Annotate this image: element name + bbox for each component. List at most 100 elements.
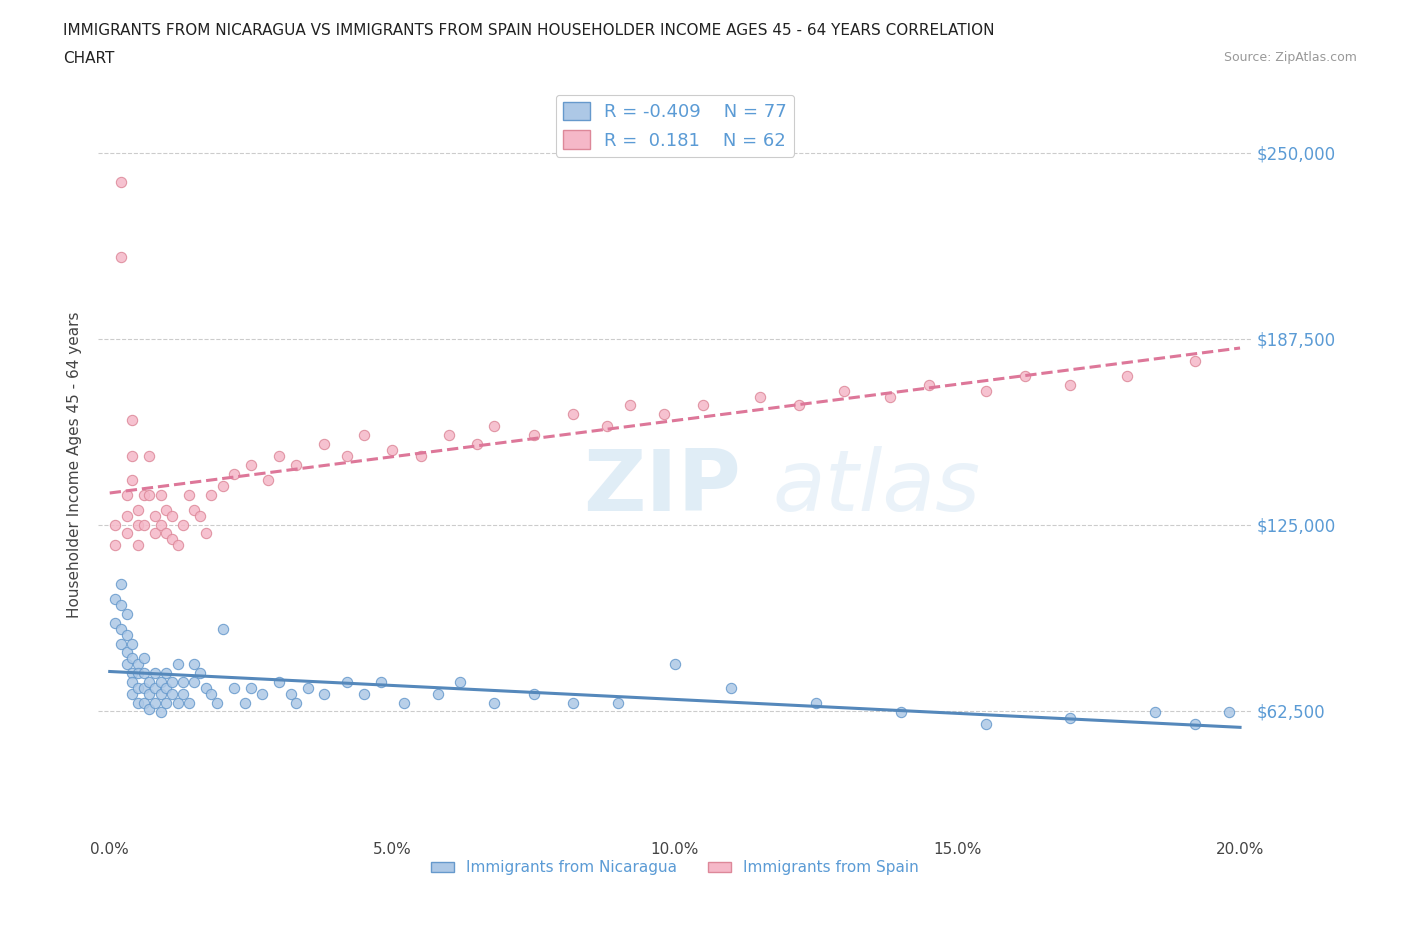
Point xyxy=(115,606,138,621)
Point xyxy=(482,696,505,711)
Point xyxy=(115,645,138,660)
Point xyxy=(1014,368,1036,383)
Point xyxy=(115,508,138,523)
Point xyxy=(918,378,941,392)
Point xyxy=(879,389,901,404)
Point xyxy=(1184,353,1206,368)
Point xyxy=(188,508,211,523)
Point xyxy=(449,675,471,690)
Point xyxy=(269,675,291,690)
Point xyxy=(127,696,149,711)
Point xyxy=(149,487,172,502)
Point xyxy=(200,487,222,502)
Point xyxy=(804,696,827,711)
Point xyxy=(200,686,222,701)
Point xyxy=(166,696,188,711)
Point xyxy=(143,681,166,696)
Point xyxy=(596,418,619,433)
Point xyxy=(381,443,404,458)
Point xyxy=(127,502,149,517)
Point xyxy=(280,686,302,701)
Point xyxy=(132,487,155,502)
Point xyxy=(183,502,205,517)
Point xyxy=(155,502,177,517)
Legend: Immigrants from Nicaragua, Immigrants from Spain: Immigrants from Nicaragua, Immigrants fr… xyxy=(425,855,925,882)
Point xyxy=(104,517,127,532)
Point xyxy=(257,472,280,487)
Point xyxy=(132,666,155,681)
Point xyxy=(155,696,177,711)
Point xyxy=(143,666,166,681)
Point xyxy=(222,467,245,482)
Point xyxy=(127,666,149,681)
Point xyxy=(149,675,172,690)
Point xyxy=(314,686,336,701)
Point xyxy=(121,686,143,701)
Point xyxy=(110,249,132,264)
Point xyxy=(211,621,233,636)
Point xyxy=(523,686,546,701)
Point xyxy=(240,458,263,472)
Point xyxy=(104,538,127,552)
Point xyxy=(121,448,143,463)
Point xyxy=(465,437,488,452)
Point xyxy=(269,448,291,463)
Point xyxy=(426,686,449,701)
Point xyxy=(890,705,912,720)
Point xyxy=(183,657,205,671)
Point xyxy=(194,526,217,541)
Point xyxy=(974,383,997,398)
Point xyxy=(138,448,160,463)
Point xyxy=(482,418,505,433)
Point xyxy=(138,701,160,716)
Point xyxy=(121,472,143,487)
Text: CHART: CHART xyxy=(63,51,115,66)
Point xyxy=(155,681,177,696)
Point xyxy=(155,666,177,681)
Point xyxy=(115,627,138,642)
Point xyxy=(240,681,263,696)
Point xyxy=(127,681,149,696)
Point xyxy=(297,681,319,696)
Point xyxy=(166,538,188,552)
Point xyxy=(607,696,630,711)
Point xyxy=(138,675,160,690)
Text: IMMIGRANTS FROM NICARAGUA VS IMMIGRANTS FROM SPAIN HOUSEHOLDER INCOME AGES 45 - : IMMIGRANTS FROM NICARAGUA VS IMMIGRANTS … xyxy=(63,23,995,38)
Point xyxy=(115,487,138,502)
Point xyxy=(155,526,177,541)
Point xyxy=(115,526,138,541)
Point xyxy=(336,448,359,463)
Point xyxy=(409,448,432,463)
Point xyxy=(166,657,188,671)
Text: Source: ZipAtlas.com: Source: ZipAtlas.com xyxy=(1223,51,1357,64)
Point xyxy=(132,651,155,666)
Point xyxy=(104,616,127,631)
Point xyxy=(177,487,200,502)
Point xyxy=(110,636,132,651)
Point xyxy=(437,428,460,443)
Point xyxy=(149,705,172,720)
Point xyxy=(160,532,183,547)
Point xyxy=(110,175,132,190)
Point xyxy=(211,478,233,493)
Point xyxy=(110,577,132,591)
Point xyxy=(353,686,375,701)
Point xyxy=(127,517,149,532)
Point xyxy=(336,675,359,690)
Point xyxy=(132,517,155,532)
Text: ZIP: ZIP xyxy=(582,445,741,529)
Point xyxy=(619,398,641,413)
Point xyxy=(834,383,856,398)
Point xyxy=(172,517,194,532)
Point xyxy=(1144,705,1167,720)
Point xyxy=(974,716,997,731)
Point xyxy=(138,487,160,502)
Point xyxy=(177,696,200,711)
Point xyxy=(222,681,245,696)
Point xyxy=(285,458,308,472)
Point xyxy=(314,437,336,452)
Point xyxy=(692,398,714,413)
Point xyxy=(149,517,172,532)
Point xyxy=(132,696,155,711)
Y-axis label: Householder Income Ages 45 - 64 years: Householder Income Ages 45 - 64 years xyxy=(67,312,83,618)
